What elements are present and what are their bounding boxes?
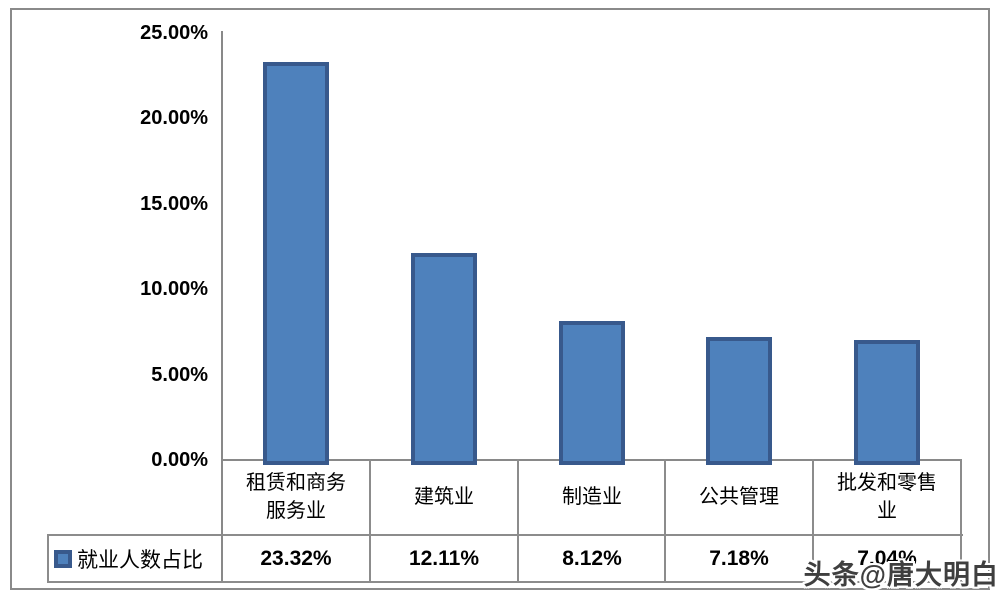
category-label: 制造业: [562, 486, 622, 508]
bar-租赁和商务服务业: [263, 62, 329, 465]
y-axis-tick-label: 0.00%: [151, 449, 208, 471]
legend-cell: 就业人数占比: [49, 536, 221, 581]
y-axis-tick-label: 25.00%: [140, 22, 208, 44]
table-border-legend-left: [47, 534, 49, 583]
y-axis-line: [221, 31, 223, 583]
bar-公共管理: [706, 337, 772, 465]
category-label: 公共管理: [699, 486, 779, 508]
watermark-text: 头条@唐大明白: [803, 560, 999, 590]
chart-frame: [10, 8, 990, 590]
y-axis-tick-label: 10.00%: [140, 278, 208, 301]
category-label-cell: 制造业: [518, 461, 666, 533]
category-label-cell: 建筑业: [370, 461, 518, 533]
y-axis-tick-label: 5.00%: [151, 363, 208, 386]
category-label-cell: 公共管理: [665, 461, 813, 533]
category-label: 建筑业: [414, 486, 474, 508]
bar-批发和零售业: [854, 340, 920, 465]
y-axis-tick-label: 15.00%: [140, 192, 208, 215]
value-cell: 7.04%: [857, 546, 917, 570]
category-label-cell: 批发和零售业: [813, 461, 961, 533]
table-border-vertical: [960, 459, 962, 583]
y-axis-tick-label: 20.00%: [140, 107, 208, 130]
value-cell: 7.18%: [709, 546, 769, 570]
bar-建筑业: [411, 253, 477, 465]
category-label-cell: 租赁和商务服务业: [222, 461, 370, 533]
table-border-vertical: [664, 459, 666, 583]
series-legend-label: 就业人数占比: [77, 547, 203, 572]
value-cell: 8.12%: [562, 546, 622, 570]
table-border-vertical: [812, 459, 814, 583]
category-label: 租赁和商务服务业: [246, 472, 346, 522]
value-cell: 23.32%: [260, 546, 332, 570]
table-border-vertical: [517, 459, 519, 583]
category-label: 批发和零售业: [837, 472, 937, 522]
table-border-vertical: [369, 459, 371, 583]
table-border-horizontal: [47, 581, 963, 583]
value-cell: 12.11%: [408, 546, 480, 570]
series-legend-marker-icon: [54, 549, 72, 568]
table-border-horizontal: [47, 534, 963, 536]
bar-制造业: [559, 321, 625, 465]
